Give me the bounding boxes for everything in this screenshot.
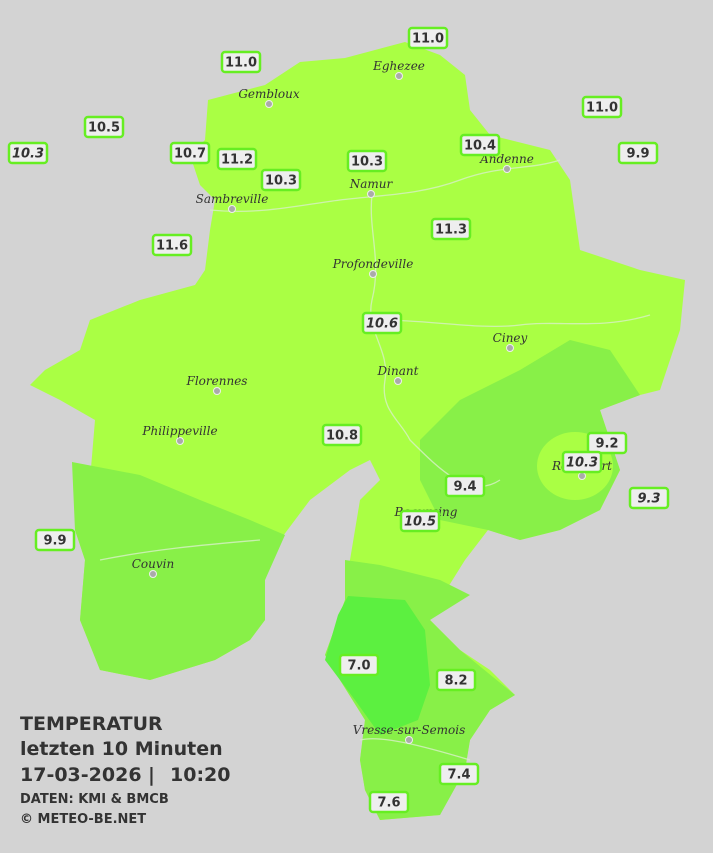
station-box xyxy=(220,50,262,74)
station-value: 9.3 xyxy=(637,492,660,507)
station-value: 9.9 xyxy=(626,147,649,162)
station-value: 11.0 xyxy=(225,56,257,71)
station-box xyxy=(321,423,363,447)
city-name: Sambreville xyxy=(196,192,269,206)
station-box xyxy=(346,149,388,173)
station-value: 11.6 xyxy=(156,239,188,254)
station-value: 9.4 xyxy=(453,480,476,495)
city-dot xyxy=(395,72,403,80)
station-box xyxy=(34,528,76,552)
station-value: 10.6 xyxy=(366,317,398,332)
station-box xyxy=(628,486,670,510)
station-value: 10.3 xyxy=(566,456,598,471)
zone xyxy=(72,462,285,680)
station-value: 10.3 xyxy=(12,147,44,162)
station-value: 7.0 xyxy=(347,659,370,674)
city-dot xyxy=(213,387,221,395)
city-name: Ciney xyxy=(493,331,528,345)
station-value: 8.2 xyxy=(444,674,467,689)
station-value: 10.4 xyxy=(464,139,496,154)
city-name: Eghezee xyxy=(372,59,425,73)
station-box xyxy=(561,450,603,474)
station-value: 9.2 xyxy=(595,437,618,452)
city-dot xyxy=(176,437,184,445)
legend-period: letzten 10 Minuten xyxy=(20,738,223,760)
station-box xyxy=(438,762,480,786)
cities: EghezeeGemblouxAndenneNamurSambrevillePr… xyxy=(132,59,612,744)
legend-time: 10:20 xyxy=(170,764,230,786)
legend-source: DATEN: KMI & BMCB xyxy=(20,792,169,807)
station-box xyxy=(581,95,623,119)
city-dot xyxy=(394,377,402,385)
station-value: 10.8 xyxy=(326,429,358,444)
station-value: 10.3 xyxy=(351,155,383,170)
city-dot xyxy=(506,344,514,352)
station-box xyxy=(216,147,258,171)
station-value: 11.3 xyxy=(435,223,467,238)
station-box xyxy=(459,133,501,157)
city-name: Namur xyxy=(349,177,394,191)
city-dot xyxy=(369,270,377,278)
city-dot xyxy=(149,570,157,578)
station-value: 7.4 xyxy=(447,768,470,783)
station-box xyxy=(399,509,441,533)
station-box xyxy=(430,217,472,241)
station-box xyxy=(169,141,211,165)
legend-separator: | xyxy=(148,764,155,786)
city-name: Profondeville xyxy=(332,257,414,271)
legend-title: TEMPERATUR xyxy=(20,713,163,735)
stations: 11.0 11.0 10.5 10.3 10.7 11.2 10.3 10.3 10.4 11.0… xyxy=(7,26,670,814)
legend: TEMPERATUR letzten 10 Minuten 17-03-2026… xyxy=(20,713,230,827)
station-box xyxy=(361,311,403,335)
station-box xyxy=(586,431,628,455)
station-box xyxy=(338,653,380,677)
city-name: Dinant xyxy=(377,364,419,378)
station-box xyxy=(368,790,410,814)
city-name: Philippeville xyxy=(141,424,217,438)
station-box xyxy=(83,115,125,139)
city-dot xyxy=(228,205,236,213)
station-value: 9.9 xyxy=(43,534,66,549)
station-value: 7.6 xyxy=(377,796,400,811)
city-dot xyxy=(265,100,273,108)
city-name: Florennes xyxy=(186,374,248,388)
station-box xyxy=(151,233,193,257)
city-name: Gembloux xyxy=(238,87,300,101)
city-name: Couvin xyxy=(132,557,174,571)
station-value: 10.3 xyxy=(265,174,297,189)
station-value: 11.0 xyxy=(586,101,618,116)
station-box xyxy=(617,141,659,165)
station-box xyxy=(444,474,486,498)
station-value: 10.7 xyxy=(174,147,206,162)
city-dot xyxy=(578,472,586,480)
city-dot xyxy=(503,165,511,173)
station-value: 11.0 xyxy=(412,32,444,47)
legend-copyright: © METEO-BE.NET xyxy=(20,812,146,827)
city-dot xyxy=(367,190,375,198)
city-name: Vresse-sur-Semois xyxy=(353,723,466,737)
station-box xyxy=(407,26,449,50)
city-dot xyxy=(405,736,413,744)
station-box xyxy=(7,141,49,165)
station-value: 10.5 xyxy=(88,121,120,136)
station-box xyxy=(435,668,477,692)
legend-date: 17-03-2026 xyxy=(20,764,142,786)
station-value: 10.5 xyxy=(404,515,436,530)
station-value: 11.2 xyxy=(221,153,253,168)
station-box xyxy=(260,168,302,192)
